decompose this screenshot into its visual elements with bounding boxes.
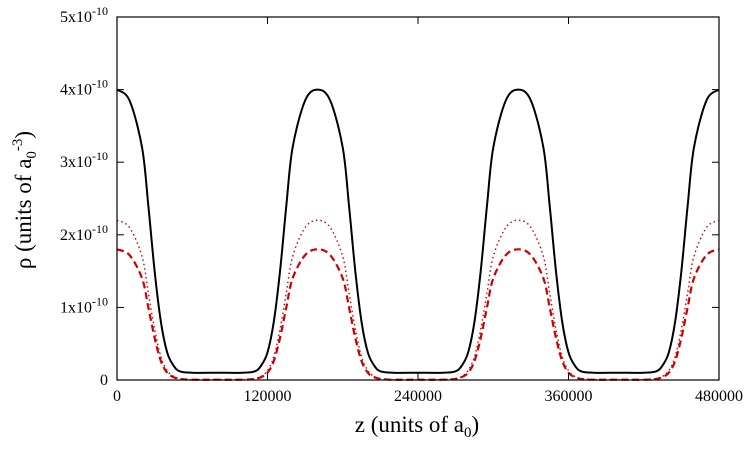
y-tick-label: 5x10-10 (60, 4, 108, 26)
y-tick-label: 1x10-10 (60, 294, 108, 316)
series-line-1 (116, 88, 720, 374)
y-tick-label: 0 (100, 372, 108, 389)
series-layer (116, 88, 720, 381)
x-axis-title: z (units of a0) (355, 412, 479, 441)
ticks-layer: 0 120000 240000 360000 480000 0 1x10-10 2x10-10… (60, 4, 743, 405)
y-tick-label: 4x10-10 (60, 77, 108, 99)
x-tick-label: 480000 (695, 388, 743, 405)
x-tick-label: 0 (113, 388, 121, 405)
y-axis-title: ρ (units of a0-3) (10, 131, 40, 269)
y-tick-label: 3x10-10 (60, 149, 108, 171)
series-line-3 (116, 248, 720, 381)
x-tick-label: 360000 (545, 388, 593, 405)
x-tick-label: 240000 (394, 388, 442, 405)
x-tick-label: 120000 (244, 388, 292, 405)
plot-frame (116, 16, 720, 381)
y-tick-label: 2x10-10 (60, 222, 108, 244)
series-line-2 (116, 219, 720, 381)
